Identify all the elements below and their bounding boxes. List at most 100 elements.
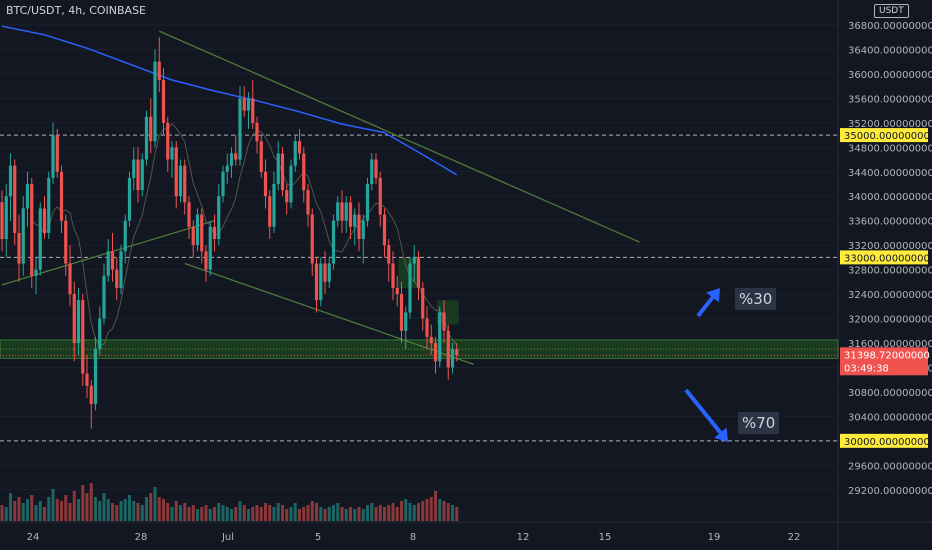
candle-body	[378, 177, 382, 215]
volume-bar	[196, 509, 199, 521]
candle-body	[149, 116, 153, 142]
candle-body	[25, 184, 30, 209]
volume-bar	[315, 503, 318, 521]
volume-bar	[353, 509, 357, 521]
volume-bar	[60, 501, 63, 521]
annotation-down-pct: %70	[738, 412, 780, 434]
key-level-label: 33000.00000000	[844, 253, 930, 264]
candle-body	[98, 318, 102, 350]
up-arrow-icon	[696, 288, 720, 318]
volume-bar	[310, 501, 314, 521]
volume-bar	[336, 503, 340, 521]
volume-bar	[47, 497, 51, 521]
volume-bar	[238, 501, 242, 521]
volume-bar	[225, 507, 229, 521]
volume-bar	[187, 507, 191, 521]
candle-body	[280, 153, 285, 191]
candle-body	[374, 159, 378, 178]
x-tick-label: 19	[708, 532, 721, 543]
symbol-title: BTC/USDT, 4h, COINBASE	[6, 4, 147, 17]
candle-body	[340, 202, 344, 221]
candle-body	[323, 263, 327, 282]
volume-bar	[247, 509, 250, 521]
y-tick-label: 33600.00000000	[848, 217, 932, 228]
candle-body	[353, 214, 357, 227]
x-tick-label: 22	[788, 532, 801, 543]
x-tick-label: 15	[599, 532, 612, 543]
volume-bar	[51, 489, 55, 521]
candle-body	[268, 196, 272, 227]
candle-body	[85, 373, 89, 386]
candle-body	[421, 287, 425, 319]
candle-body	[93, 349, 98, 405]
volume-bar	[323, 509, 327, 521]
volume-bar	[123, 499, 127, 521]
candle-body	[399, 294, 404, 331]
volume-bar	[298, 509, 301, 521]
volume-bar	[391, 503, 395, 521]
volume-bar	[34, 505, 38, 521]
volume-bar	[208, 509, 212, 521]
volume-bar	[242, 505, 246, 521]
candle-body	[395, 287, 399, 295]
x-tick-label: 28	[135, 532, 148, 543]
key-level-tag	[840, 128, 928, 143]
volume-bar	[357, 507, 361, 521]
volume-bar	[200, 507, 204, 521]
candle-body	[259, 141, 263, 172]
volume-bar	[281, 505, 284, 521]
annotation-up-pct: %30	[735, 288, 777, 310]
volume-bar	[268, 505, 272, 521]
volume-bar	[429, 497, 433, 521]
volume-bar	[383, 507, 386, 521]
volume-bar	[302, 507, 306, 521]
volume-bar	[30, 495, 34, 521]
volume-bar	[0, 505, 4, 521]
volume-bar	[145, 497, 148, 521]
candle-body	[47, 177, 51, 233]
currency-badge[interactable]: USDT	[874, 4, 909, 18]
volume-bar	[170, 507, 174, 521]
volume-bar	[128, 495, 131, 521]
volume-bar	[366, 505, 369, 521]
x-tick-label: 5	[315, 532, 321, 543]
candle-body	[21, 208, 25, 264]
candle-body	[195, 214, 200, 246]
candle-body	[344, 202, 348, 221]
volume-bar	[217, 503, 221, 521]
candle-body	[0, 202, 4, 240]
volume-bar	[344, 509, 348, 521]
key-level-label: 30000.00000000	[844, 437, 930, 448]
volume-bar	[446, 503, 450, 521]
volume-bar	[157, 497, 161, 521]
y-tick-label: 34800.00000000	[848, 143, 932, 154]
last-price-tag	[840, 347, 928, 376]
candle-body	[336, 202, 340, 221]
candle-body	[178, 165, 183, 197]
volume-bar	[81, 485, 85, 521]
volume-bar	[64, 495, 68, 521]
volume-bar	[26, 499, 29, 521]
candle-body	[297, 141, 302, 154]
volume-bar	[89, 483, 93, 521]
volume-bar	[425, 499, 429, 521]
candle-body	[310, 214, 314, 264]
volume-bar	[38, 501, 42, 521]
candle-body	[263, 171, 268, 197]
volume-bar	[434, 491, 437, 521]
candle-body	[157, 61, 161, 81]
candle-body	[55, 135, 59, 172]
candle-body	[119, 251, 123, 288]
volume-bar	[264, 503, 267, 521]
candle-body	[314, 263, 319, 301]
volume-bar	[370, 503, 374, 521]
candle-body	[246, 98, 251, 111]
volume-bar	[106, 499, 110, 521]
candle-body	[191, 226, 195, 246]
volume-bar	[153, 487, 157, 521]
candle-body	[89, 385, 93, 405]
volume-bar	[132, 501, 136, 521]
volume-bar	[327, 507, 331, 521]
volume-bar	[68, 503, 72, 521]
